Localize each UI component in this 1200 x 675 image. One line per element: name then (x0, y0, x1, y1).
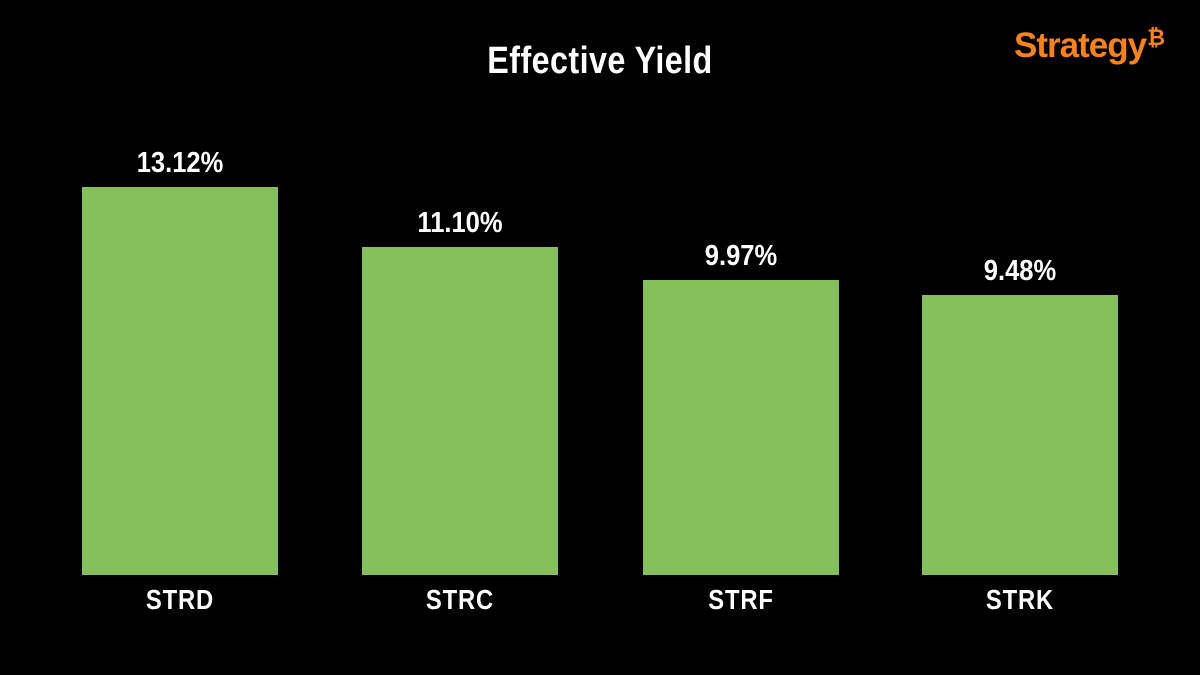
bar-value-label: 9.48% (983, 255, 1057, 287)
bar-value-label: 11.10% (416, 207, 503, 239)
bar-value-label: 9.97% (704, 240, 777, 272)
bar-group: 11.10% STRC (361, 207, 558, 615)
bar-category-label: STRC (425, 584, 494, 615)
bitcoin-icon: ₿ (1147, 25, 1165, 50)
chart-title: Effective Yield (487, 40, 713, 82)
bar-category-label: STRK (985, 584, 1055, 615)
bar-category-label: STRD (145, 584, 214, 615)
bar-group: 9.97% STRF (642, 240, 839, 615)
strategy-logo: Strategy₿ (1014, 25, 1165, 66)
bar (361, 247, 558, 575)
bar-group: 13.12% STRD (81, 147, 278, 615)
strategy-logo-text: Strategy (1014, 26, 1147, 65)
bar-group: 9.48% STRK (922, 255, 1118, 615)
bar-value-label: 13.12% (136, 147, 223, 179)
bar (642, 280, 839, 575)
bar (81, 187, 278, 575)
bar-category-label: STRF (707, 584, 774, 615)
bar (922, 295, 1118, 575)
